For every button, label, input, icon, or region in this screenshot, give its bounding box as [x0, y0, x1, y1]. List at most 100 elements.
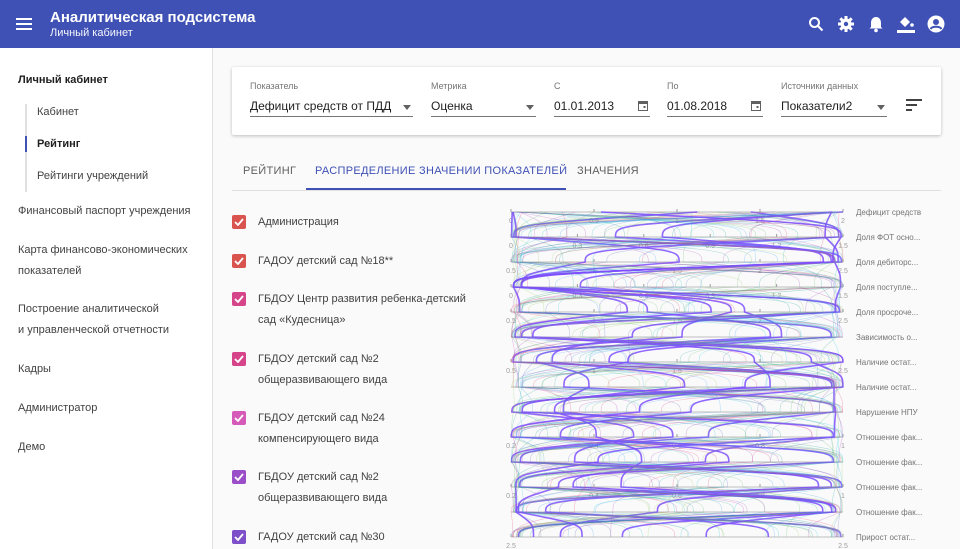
app-bar: Аналитическая подсистема Личный кабинет [0, 0, 960, 48]
sidebar-item[interactable]: Администратор [18, 402, 98, 414]
series-line [515, 211, 840, 538]
series-line [513, 211, 805, 538]
axis-label: Доля ФОТ осно... [856, 233, 921, 242]
active-tab-indicator [306, 188, 566, 190]
submenu-active-indicator [25, 136, 27, 152]
checkbox[interactable] [232, 292, 246, 306]
series-line [511, 211, 837, 538]
series-line [517, 211, 844, 538]
series-line [510, 211, 838, 538]
series-line [511, 211, 843, 538]
axis-label: Отношение фак... [856, 483, 923, 492]
series-line [511, 211, 844, 538]
calendar-icon[interactable] [638, 100, 648, 111]
sidebar: Личный кабинет Кабинет Рейтинг Рейтинги … [0, 48, 213, 549]
tick-label: 1.5 [672, 268, 682, 275]
tab-distribution[interactable]: РАСПРЕДЕЛЕНИЕ ЗНАЧЕНИИ ПОКАЗАТЕЛЕЙ [315, 165, 568, 177]
tick-label: 0.2 [506, 443, 516, 450]
series-line [511, 211, 842, 538]
tick-label: 1.5 [838, 293, 848, 300]
sidebar-item[interactable]: Финансовый паспорт учреждения [18, 205, 191, 217]
tick-label: 0.3 [573, 243, 583, 250]
data-sources-select[interactable]: Источники данных Показатели2 [781, 81, 887, 117]
checkbox[interactable] [232, 254, 246, 268]
search-icon[interactable] [806, 12, 826, 36]
calendar-icon[interactable] [751, 100, 761, 111]
metric-select[interactable]: Метрика Оценка [431, 81, 536, 117]
series-line [511, 211, 838, 538]
tab-values[interactable]: ЗНАЧЕНИЯ [577, 165, 639, 177]
series-line [512, 211, 839, 538]
indicator-select[interactable]: Показатель Дефицит средств от ПДД [250, 81, 413, 117]
sidebar-sub-item-active[interactable]: Рейтинг [37, 138, 81, 150]
legend-item[interactable]: ГБДОУ детский сад №2 общеразвивающего вид… [232, 467, 473, 509]
legend-item[interactable]: ГБДОУ детский сад №24 компенсирующего вид… [232, 408, 473, 450]
tick-label: 2.5 [838, 543, 848, 549]
checkbox[interactable] [232, 470, 246, 484]
tick-label: 2 [841, 218, 845, 225]
legend-item[interactable]: ГБДОУ детский сад №2 общеразвивающего вид… [232, 349, 473, 391]
paint-bucket-icon[interactable] [896, 12, 916, 36]
tick-label: 1 [841, 443, 845, 450]
legend-item[interactable]: Администрация [232, 212, 473, 233]
series-line [510, 211, 843, 538]
checkbox[interactable] [232, 411, 246, 425]
sidebar-sub-item[interactable]: Рейтинги учреждений [37, 170, 149, 182]
date-to-input[interactable]: По 01.08.2018 [667, 81, 763, 117]
series-line [510, 211, 842, 538]
tick-label: 0 [509, 218, 513, 225]
sidebar-item[interactable]: Демо [18, 441, 46, 453]
axis-label: Доля просроче... [856, 308, 919, 317]
axis-label: Дефицит средств [856, 208, 922, 217]
tick-label: 2.5 [838, 368, 848, 375]
tick-label: 0.5 [506, 268, 516, 275]
axis-label: Отношение фак... [856, 433, 923, 442]
checkbox[interactable] [232, 352, 246, 366]
tab-rating[interactable]: РЕЙТИНГ [243, 165, 297, 177]
tick-label: 0.6 [639, 243, 649, 250]
tick-label: 0.5 [589, 218, 599, 225]
axis-label: Нарушение НПУ [856, 408, 918, 417]
series-line [510, 211, 839, 538]
sidebar-section-title[interactable]: Личный кабинет [18, 74, 108, 86]
series-line [514, 211, 844, 538]
menu-button[interactable] [0, 0, 48, 48]
sidebar-item[interactable]: Карта финансово-экономических показателей [18, 244, 188, 277]
sort-filter-icon[interactable] [906, 99, 922, 111]
tick-label: 2.5 [838, 318, 848, 325]
account-icon[interactable] [926, 12, 946, 36]
tick-label: 0.8 [755, 443, 765, 450]
dropdown-arrow-icon [403, 105, 411, 110]
axis-label: Наличие остат... [856, 358, 917, 367]
sidebar-sub-item[interactable]: Кабинет [37, 106, 79, 118]
tick-label: 1.5 [838, 243, 848, 250]
axis-label: Доля поступле... [856, 283, 918, 292]
legend-item[interactable]: ГАДОУ детский сад №30 [232, 527, 473, 548]
checkbox[interactable] [232, 215, 246, 229]
series-line [512, 211, 839, 538]
tick-label: 0.3 [573, 293, 583, 300]
checkbox[interactable] [232, 530, 246, 544]
parallel-coordinates-chart: 0 0.5 1 1.5 2 0 0.3 0.6 0.9 1.2 1.5 0.5 1 1.5 2 2.5 0 0.3… [506, 209, 848, 549]
series-line [513, 211, 834, 538]
legend-item[interactable]: ГАДОУ детский сад №18** [232, 251, 473, 272]
series-line [512, 211, 837, 538]
legend-item[interactable]: ГБДОУ Центр развития ребенка-детский сад … [232, 289, 473, 331]
menu-icon [16, 18, 32, 30]
bell-icon[interactable] [866, 12, 886, 36]
sidebar-item[interactable]: Кадры [18, 363, 51, 375]
tick-label: 0 [509, 293, 513, 300]
sidebar-item[interactable]: Построение аналитической и управленческой… [18, 303, 170, 336]
series-line [515, 211, 842, 538]
series-line [514, 211, 842, 538]
series-line [519, 211, 844, 538]
series-line [512, 211, 843, 538]
series-line [516, 211, 844, 538]
date-from-input[interactable]: С 01.01.2013 [554, 81, 650, 117]
tick-label: 1.5 [672, 318, 682, 325]
axis-label: Доля дебиторс... [856, 258, 919, 267]
tick-label: 0.6 [672, 493, 682, 500]
series-line [510, 211, 836, 538]
tick-label: 1.5 [672, 368, 682, 375]
gear-icon[interactable] [836, 12, 856, 36]
